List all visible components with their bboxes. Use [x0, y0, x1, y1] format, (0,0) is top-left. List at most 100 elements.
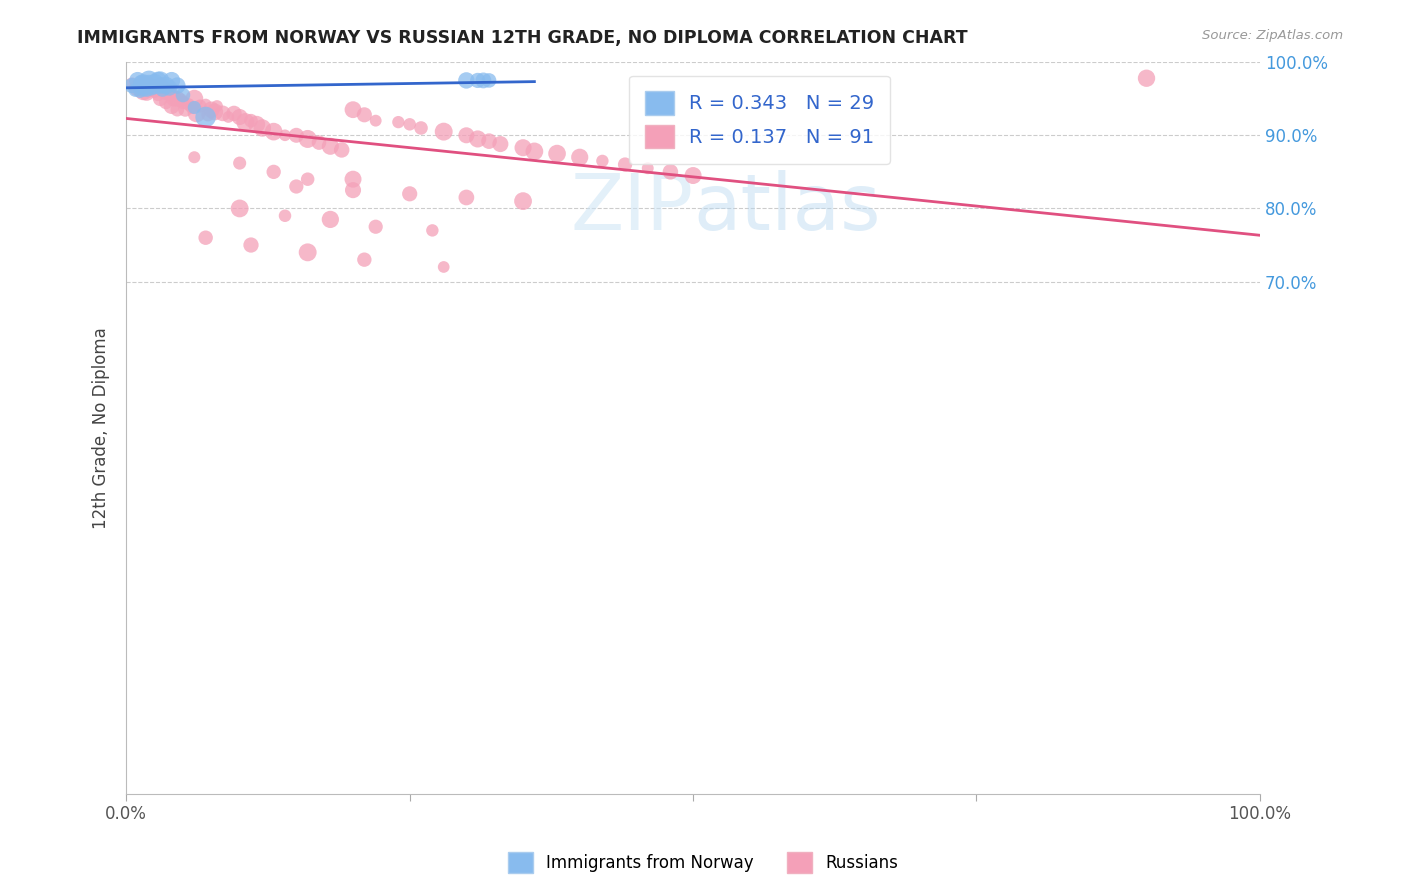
- Point: [353, 252, 375, 267]
- Point: [138, 77, 160, 91]
- Text: Source: ZipAtlas.com: Source: ZipAtlas.com: [1202, 29, 1343, 42]
- Point: [141, 80, 163, 95]
- Point: [523, 145, 546, 159]
- Point: [188, 99, 211, 113]
- Point: [143, 76, 166, 90]
- Point: [387, 115, 409, 129]
- Point: [274, 128, 297, 143]
- Point: [183, 150, 205, 164]
- Point: [252, 120, 274, 135]
- Point: [160, 73, 183, 87]
- Point: [409, 120, 432, 135]
- Point: [200, 103, 222, 117]
- Point: [149, 78, 172, 93]
- Point: [166, 103, 188, 117]
- Point: [263, 125, 285, 139]
- Point: [160, 99, 183, 113]
- Point: [170, 93, 193, 107]
- Point: [285, 128, 308, 143]
- Point: [568, 150, 591, 164]
- Point: [205, 99, 228, 113]
- Point: [155, 78, 177, 93]
- Point: [342, 183, 364, 197]
- Point: [319, 212, 342, 227]
- Point: [127, 73, 149, 87]
- Point: [194, 230, 217, 244]
- Point: [143, 84, 166, 98]
- Point: [478, 134, 501, 148]
- Text: atlas: atlas: [693, 170, 880, 246]
- Point: [163, 92, 186, 106]
- Point: [172, 88, 194, 103]
- Point: [342, 172, 364, 186]
- Point: [222, 106, 245, 120]
- Point: [177, 97, 200, 112]
- Point: [659, 165, 682, 179]
- Point: [364, 219, 387, 234]
- Point: [285, 179, 308, 194]
- Point: [478, 73, 501, 87]
- Point: [456, 73, 478, 87]
- Point: [194, 110, 217, 124]
- Point: [157, 86, 180, 100]
- Point: [512, 141, 534, 155]
- Point: [240, 238, 263, 252]
- Point: [422, 223, 444, 237]
- Point: [433, 260, 456, 274]
- Point: [149, 73, 172, 87]
- Point: [129, 78, 152, 93]
- Point: [124, 83, 146, 97]
- Point: [138, 82, 160, 96]
- Point: [138, 77, 160, 91]
- Point: [263, 165, 285, 179]
- Point: [146, 88, 169, 103]
- Point: [166, 92, 188, 106]
- Point: [637, 161, 659, 176]
- Point: [240, 113, 263, 128]
- Point: [682, 169, 704, 183]
- Point: [138, 73, 160, 87]
- Point: [143, 79, 166, 94]
- Point: [152, 82, 174, 96]
- Point: [121, 77, 143, 91]
- Point: [472, 73, 495, 87]
- Point: [467, 73, 489, 87]
- Point: [319, 139, 342, 153]
- Point: [127, 80, 149, 95]
- Point: [155, 84, 177, 98]
- Point: [456, 190, 478, 204]
- Text: IMMIGRANTS FROM NORWAY VS RUSSIAN 12TH GRADE, NO DIPLOMA CORRELATION CHART: IMMIGRANTS FROM NORWAY VS RUSSIAN 12TH G…: [77, 29, 967, 46]
- Point: [614, 157, 637, 171]
- Point: [146, 73, 169, 87]
- Point: [217, 110, 239, 124]
- Point: [132, 76, 155, 90]
- Point: [181, 101, 204, 115]
- Point: [135, 82, 157, 96]
- Point: [398, 186, 420, 201]
- Point: [228, 202, 250, 216]
- Point: [132, 80, 155, 95]
- Point: [204, 104, 226, 119]
- Point: [121, 78, 143, 93]
- Point: [489, 137, 512, 152]
- Point: [186, 106, 208, 120]
- Point: [308, 136, 330, 150]
- Point: [364, 113, 387, 128]
- Point: [297, 245, 319, 260]
- Point: [129, 76, 152, 90]
- Point: [433, 125, 456, 139]
- Point: [149, 78, 172, 93]
- Point: [297, 132, 319, 146]
- Point: [194, 97, 217, 112]
- Point: [129, 84, 152, 98]
- Point: [211, 106, 233, 120]
- Point: [330, 143, 353, 157]
- Legend: Immigrants from Norway, Russians: Immigrants from Norway, Russians: [501, 846, 905, 880]
- Point: [132, 84, 155, 98]
- Point: [174, 103, 197, 117]
- Point: [149, 92, 172, 106]
- Point: [1135, 71, 1157, 86]
- Point: [183, 92, 205, 106]
- Point: [152, 82, 174, 96]
- Point: [160, 88, 183, 103]
